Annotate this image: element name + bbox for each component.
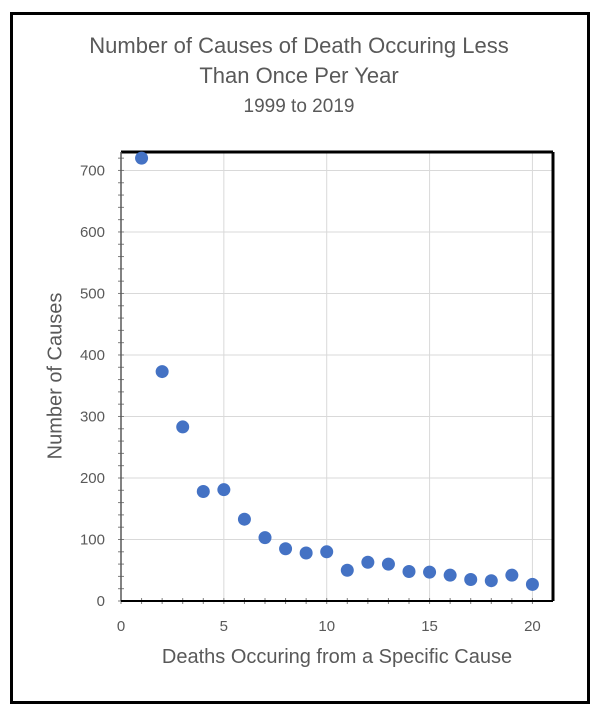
- data-point: [340, 563, 354, 577]
- y-tick-label: 200: [80, 470, 105, 487]
- data-point: [381, 557, 395, 571]
- chart-title-line2: Than Once Per Year: [199, 63, 399, 88]
- y-tick-label: 0: [97, 593, 105, 610]
- data-point: [299, 546, 313, 560]
- x-tick-label: 15: [421, 618, 438, 635]
- x-tick-label: 10: [318, 618, 335, 635]
- x-tick-label: 20: [524, 618, 541, 635]
- data-point: [505, 568, 519, 582]
- data-point: [217, 483, 231, 497]
- data-point: [155, 365, 169, 379]
- plot-border: [118, 150, 555, 604]
- data-point: [196, 485, 210, 499]
- y-tick-label: 400: [80, 347, 105, 364]
- data-point: [443, 568, 457, 582]
- data-point: [423, 565, 437, 579]
- tick-labels: 0 100 200 300 400 500 600 700 0 5 10 15 20: [80, 162, 541, 635]
- y-tick-label: 500: [80, 285, 105, 302]
- y-axis-label: Number of Causes: [44, 292, 67, 460]
- grid-lines: [121, 152, 553, 601]
- x-axis-label: Deaths Occuring from a Specific Cause: [161, 646, 513, 668]
- y-tick-label: 300: [80, 408, 105, 425]
- y-tick-label: 100: [80, 531, 105, 548]
- chart-title: Number of Causes of Death Occuring Less: [89, 33, 509, 58]
- y-tick-label: 600: [80, 224, 105, 241]
- y-tick-label: 700: [80, 162, 105, 179]
- data-point: [320, 545, 334, 559]
- data-point: [484, 574, 498, 588]
- x-tick-label: 0: [117, 618, 125, 635]
- data-point: [361, 555, 375, 569]
- data-point: [237, 512, 251, 526]
- data-points: [135, 151, 539, 591]
- data-point: [525, 577, 539, 591]
- chart-subtitle: 1999 to 2019: [243, 96, 355, 117]
- data-point: [135, 151, 149, 165]
- data-point: [464, 572, 478, 586]
- data-point: [258, 531, 272, 545]
- data-point: [402, 564, 416, 578]
- x-tick-label: 5: [220, 618, 228, 635]
- data-point: [176, 420, 190, 434]
- data-point: [279, 542, 293, 556]
- chart-frame: [10, 12, 590, 704]
